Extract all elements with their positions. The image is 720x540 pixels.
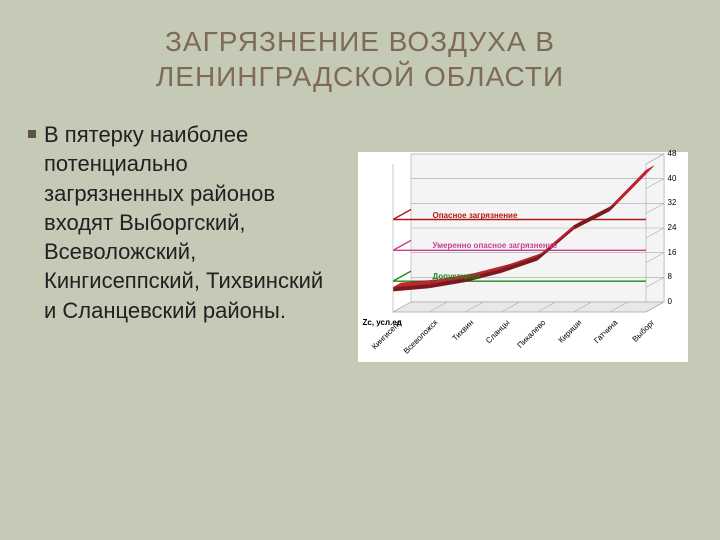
y-tick-label: 40 xyxy=(668,174,677,183)
axis-title: Zc, усл.ед xyxy=(363,318,402,327)
slide-title-band: ЗАГРЯЗНЕНИЕ ВОЗДУХА В ЛЕНИНГРАДСКОЙ ОБЛА… xyxy=(0,0,720,116)
y-tick-label: 0 xyxy=(668,297,672,306)
threshold-label: Допустимое xyxy=(433,272,481,281)
slide-content: В пятерку наиболее потенциально загрязне… xyxy=(0,116,720,540)
y-tick-label: 48 xyxy=(668,149,677,158)
bullet-item: В пятерку наиболее потенциально загрязне… xyxy=(28,120,333,325)
y-tick-label: 32 xyxy=(668,198,677,207)
pollution-chart: 081624324048КингисеппВсеволожскТихвинСла… xyxy=(358,152,688,362)
threshold-label: Умеренно опасное загрязнение xyxy=(433,241,558,250)
y-tick-label: 24 xyxy=(668,223,677,232)
chart-column: 081624324048КингисеппВсеволожскТихвинСла… xyxy=(353,116,692,512)
text-column: В пятерку наиболее потенциально загрязне… xyxy=(28,116,333,512)
slide-title: ЗАГРЯЗНЕНИЕ ВОЗДУХА В ЛЕНИНГРАДСКОЙ ОБЛА… xyxy=(40,24,680,94)
y-tick-label: 8 xyxy=(668,272,672,281)
y-tick-label: 16 xyxy=(668,248,677,257)
threshold-label: Опасное загрязнение xyxy=(433,211,518,220)
bullet-text: В пятерку наиболее потенциально загрязне… xyxy=(44,120,333,325)
bullet-marker xyxy=(28,130,36,138)
